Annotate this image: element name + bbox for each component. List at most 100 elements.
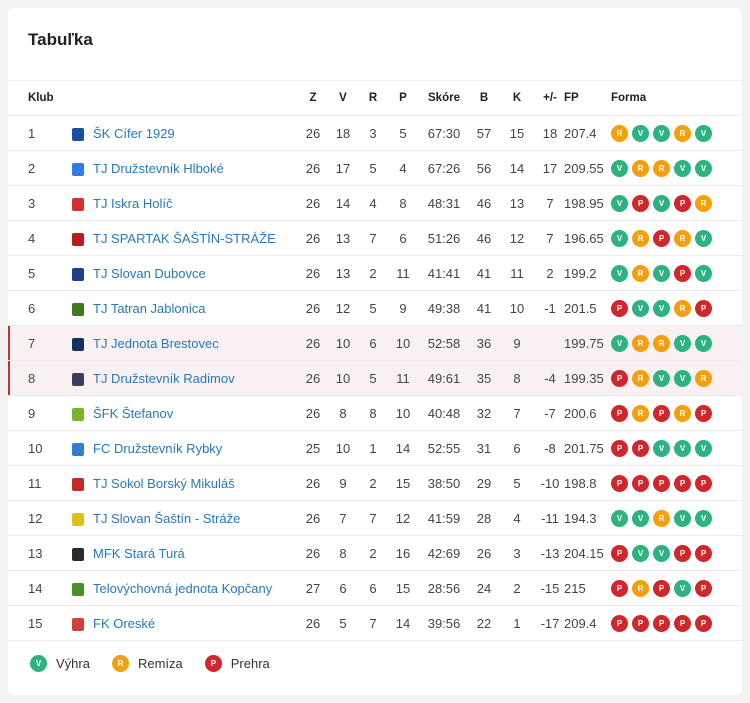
table-row[interactable]: 6 TJ Tatran Jablonica 26 12 5 9 49:38 41 10 -1 201… [8, 291, 742, 326]
form-badge: P [611, 579, 628, 597]
table-row[interactable]: 4 TJ SPARTAK ŠAŠTÍN-STRÁŽE 26 13 7 6 51:26 46 12… [8, 221, 742, 256]
col-header-score[interactable]: Skóre [418, 80, 470, 116]
club-link[interactable]: TJ Družstevník Radimov [93, 370, 235, 386]
club-link[interactable]: TJ Sokol Borský Mikuláš [93, 475, 235, 491]
table-row[interactable]: 7 TJ Jednota Brestovec 26 10 6 10 52:58 36 9 199.… [8, 325, 742, 361]
stat-fp: 198.8 [564, 475, 597, 491]
stat-diff: 17 [542, 160, 558, 176]
form-badge: P [632, 474, 649, 492]
stat-score: 67:26 [427, 160, 461, 176]
club-crest-icon [72, 547, 84, 561]
club-link[interactable]: TJ Iskra Holíč [93, 195, 173, 211]
table-row[interactable]: 5 TJ Slovan Dubovce 26 13 2 11 41:41 41 11 2 199.2… [8, 256, 742, 291]
form-badge: V [653, 544, 670, 562]
table-row[interactable]: 12 TJ Slovan Šaštín - Stráže 26 7 7 12 41:59 28… [8, 501, 742, 536]
club-crest-icon [72, 337, 84, 351]
stat-p: 12 [395, 510, 411, 526]
stat-fp: 199.35 [564, 370, 604, 386]
club-link[interactable]: FC Družstevník Rybky [93, 440, 223, 456]
stat-v: 9 [339, 475, 347, 491]
stat-r: 5 [369, 370, 377, 386]
stat-p: 15 [395, 580, 411, 596]
form-badge: V [653, 124, 670, 142]
stat-b: 46 [476, 195, 492, 211]
legend-label: Prehra [230, 656, 270, 671]
club-crest-icon [72, 232, 84, 246]
stat-diff: 18 [542, 125, 558, 141]
col-header-wins[interactable]: V [328, 80, 358, 116]
stat-score: 51:26 [427, 230, 461, 246]
table-row[interactable]: 2 TJ Družstevník Hlboké 26 17 5 4 67:26 56 14 17 2… [8, 151, 742, 186]
stat-b: 24 [476, 580, 492, 596]
stat-score: 41:41 [427, 265, 461, 281]
col-header-losses[interactable]: P [388, 80, 418, 116]
stat-b: 22 [476, 615, 492, 631]
form-badge: V [674, 439, 691, 457]
club-link[interactable]: TJ Jednota Brestovec [93, 335, 219, 351]
table-row[interactable]: 8 TJ Družstevník Radimov 26 10 5 11 49:61 35 8 -4… [8, 360, 742, 396]
club-link[interactable]: TJ Družstevník Hlboké [93, 160, 224, 176]
club-link[interactable]: TJ Slovan Dubovce [93, 265, 206, 281]
stat-p: 11 [396, 370, 410, 386]
table-row[interactable]: 9 ŠFK Štefanov 26 8 8 10 40:48 32 7 -7 200.6 P R P R P [8, 396, 742, 431]
col-header-club[interactable]: Klub [8, 80, 298, 116]
stat-r: 6 [369, 580, 377, 596]
position: 15 [28, 615, 43, 631]
table-row[interactable]: 10 FC Družstevník Rybky 25 10 1 14 52:55 31 6 -8 2… [8, 431, 742, 466]
stat-r: 7 [369, 230, 377, 246]
stat-p: 11 [396, 265, 410, 281]
club-link[interactable]: FK Oreské [93, 615, 156, 631]
club-link[interactable]: MFK Stará Turá [93, 545, 185, 561]
col-header-diff[interactable]: +/- [536, 80, 564, 116]
col-header-played[interactable]: Z [298, 80, 328, 116]
club-crest-cell [63, 326, 93, 361]
club-crest-cell [63, 466, 93, 501]
club-crest-icon [72, 197, 84, 211]
stat-r: 5 [369, 160, 377, 176]
club-link[interactable]: Telovýchovná jednota Kopčany [93, 580, 273, 596]
club-link[interactable]: TJ Slovan Šaštín - Stráže [93, 510, 241, 526]
stat-r: 7 [369, 510, 377, 526]
form-badge: V [674, 579, 691, 597]
club-crest-icon [72, 162, 84, 176]
stat-r: 7 [369, 615, 377, 631]
table-row[interactable]: 13 MFK Stará Turá 26 8 2 16 42:69 26 3 -13 204.15 P… [8, 536, 742, 571]
club-cell: TJ Družstevník Hlboké [93, 151, 298, 186]
form-badge: V [632, 299, 649, 317]
club-cell: TJ Družstevník Radimov [93, 361, 298, 396]
table-row[interactable]: 14 Telovýchovná jednota Kopčany 27 6 6 15 28:5… [8, 571, 742, 606]
col-header-points[interactable]: B [470, 80, 498, 116]
table-row[interactable]: 15 FK Oreské 26 5 7 14 39:56 22 1 -17 209.4 P P P P P [8, 606, 742, 641]
form-badge: R [653, 159, 670, 177]
stat-r: 3 [369, 125, 377, 141]
table-row[interactable]: 3 TJ Iskra Holíč 26 14 4 8 48:31 46 13 7 198.95 V P V… [8, 186, 742, 221]
col-header-draws[interactable]: R [358, 80, 388, 116]
club-link[interactable]: ŠK Cífer 1929 [93, 125, 175, 141]
stat-diff: 7 [546, 195, 554, 211]
stat-k: 7 [513, 405, 521, 421]
stat-k: 1 [513, 615, 521, 631]
club-link[interactable]: TJ Tatran Jablonica [93, 300, 206, 316]
standings-table: Klub Z V R P Skóre B K +/- FP Forma 1 ŠK … [8, 80, 742, 641]
form-badge: R [653, 334, 670, 352]
stat-v: 13 [335, 265, 351, 281]
club-link[interactable]: TJ SPARTAK ŠAŠTÍN-STRÁŽE [93, 230, 276, 246]
form-badge: V [632, 544, 649, 562]
stat-b: 31 [476, 440, 492, 456]
col-header-k[interactable]: K [498, 80, 536, 116]
position: 12 [28, 510, 43, 526]
club-crest-icon [72, 302, 84, 316]
club-link[interactable]: ŠFK Štefanov [93, 405, 174, 421]
table-row[interactable]: 1 ŠK Cífer 1929 26 18 3 5 67:30 57 15 18 207.4 R V V R… [8, 116, 742, 151]
stat-fp: 199.75 [564, 335, 604, 351]
form-badge: R [632, 334, 649, 352]
table-row[interactable]: 11 TJ Sokol Borský Mikuláš 26 9 2 15 38:50 29 5 -… [8, 466, 742, 501]
legend-label: Výhra [56, 656, 90, 671]
page-title: Tabuľka [28, 30, 93, 49]
col-header-fp[interactable]: FP [564, 80, 611, 116]
